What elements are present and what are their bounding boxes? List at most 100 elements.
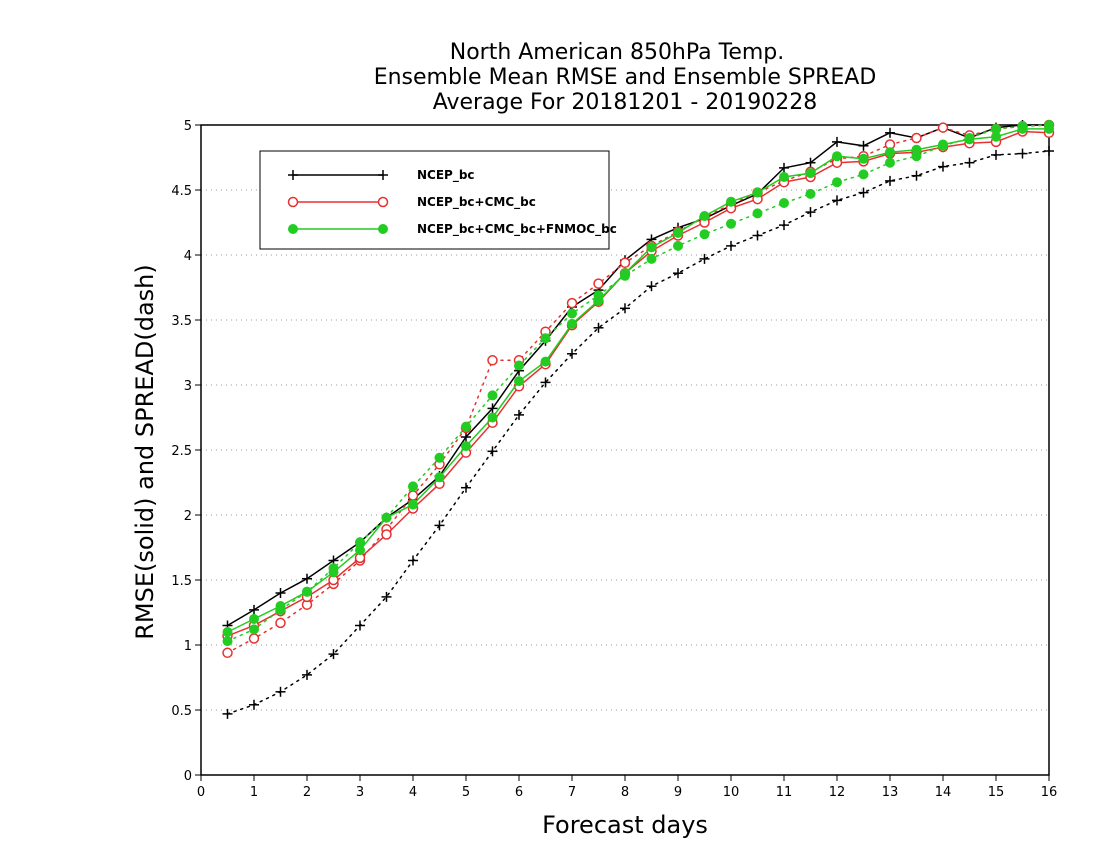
rmse-point — [567, 318, 577, 329]
rmse-point — [646, 242, 657, 253]
legend-label: NCEP_bc — [417, 168, 475, 183]
chart-title-line-1: North American 850hPa Temp. — [450, 40, 785, 65]
x-axis-label: Forecast days — [542, 811, 708, 839]
spread-point — [328, 649, 339, 660]
spread-point — [858, 169, 869, 180]
spread-point — [567, 308, 577, 319]
spread-point — [434, 452, 445, 463]
spread-point — [779, 220, 789, 231]
spread-point — [779, 198, 789, 208]
spread-point — [805, 207, 816, 218]
spread-point — [567, 348, 577, 359]
rmse-point — [858, 153, 869, 164]
rmse-point — [832, 136, 842, 147]
spread-line — [226, 150, 1050, 715]
spread-point — [514, 360, 524, 371]
x-tick-label: 1 — [250, 785, 258, 800]
y-tick-label: 2.5 — [171, 444, 192, 459]
spread-point — [302, 669, 312, 680]
chart-title-line-2: Ensemble Mean RMSE and Ensemble SPREAD — [374, 65, 877, 90]
rmse-point — [249, 614, 259, 624]
spread-point — [832, 177, 842, 188]
rmse-point — [408, 499, 418, 510]
spread-point — [593, 322, 604, 333]
spread-point — [514, 409, 524, 420]
spread-point — [408, 555, 418, 566]
legend-label: NCEP_bc+CMC_bc — [417, 195, 536, 210]
rmse-point — [434, 472, 445, 483]
x-tick-label: 7 — [568, 785, 576, 800]
rmse-point — [805, 168, 816, 179]
spread-point — [461, 421, 471, 432]
spread-point — [249, 699, 259, 710]
legend-marker — [378, 170, 388, 180]
plot-area — [222, 119, 1055, 719]
spread-point — [275, 686, 286, 697]
spread-point — [540, 333, 551, 344]
y-tick-label: 3.5 — [171, 314, 192, 329]
ticks: 00.511.522.533.544.550 1 2 3 4 5 6 7 8 9 10 11 12 13 1… — [171, 119, 1057, 800]
rmse-point — [779, 162, 789, 173]
y-tick-label: 0.5 — [171, 704, 192, 719]
spread-point — [566, 297, 578, 309]
legend-marker — [287, 196, 299, 208]
spread-point — [699, 253, 710, 264]
legend-entry-2: NCEP_bc+CMC_bc+FNMOC_bc — [288, 222, 617, 237]
legend-box — [259, 150, 610, 250]
x-tick-label: 8 — [621, 785, 629, 800]
x-tick-label: 4 — [409, 785, 417, 800]
rmse-point — [964, 134, 975, 145]
y-tick-label: 2 — [184, 509, 192, 524]
legend-entry-0: NCEP_bc — [288, 168, 475, 183]
spread-point — [726, 240, 736, 251]
rmse-point — [1017, 123, 1028, 134]
rmse-point — [487, 412, 498, 423]
x-tick-label: 9 — [674, 785, 682, 800]
spread-point — [248, 633, 260, 644]
rmse-point — [249, 604, 259, 615]
rmse-point — [699, 211, 710, 221]
rmse-point — [885, 147, 895, 158]
rmse-point — [328, 567, 339, 578]
spread-point — [991, 149, 1001, 160]
rmse-point — [885, 127, 895, 138]
rmse-point — [381, 512, 392, 523]
y-tick-label: 4 — [184, 249, 192, 264]
spread-point — [249, 624, 259, 635]
y-tick-label: 3 — [184, 379, 192, 394]
spread-point — [222, 708, 233, 719]
x-tick-label: 5 — [462, 785, 470, 800]
spread-point — [1017, 148, 1028, 159]
spread-point — [407, 490, 419, 501]
spread-point — [937, 122, 949, 133]
spread-point — [699, 229, 710, 240]
spread-point — [964, 157, 975, 168]
y-tick-label: 5 — [184, 119, 192, 134]
spread-point — [593, 278, 604, 289]
y-axis-label: RMSE(solid) and SPREAD(dash) — [131, 264, 159, 640]
spread-point — [858, 187, 869, 198]
x-tick-label: 15 — [988, 785, 1005, 800]
spread-point — [222, 636, 233, 647]
spread-point — [619, 257, 631, 269]
rmse-point — [355, 545, 365, 556]
legend-marker — [377, 196, 389, 208]
spread-point — [726, 218, 736, 229]
spread-point — [752, 208, 763, 219]
x-tick-label: 11 — [776, 785, 793, 800]
x-tick-label: 14 — [935, 785, 952, 800]
legend-label: NCEP_bc+CMC_bc+FNMOC_bc — [417, 222, 617, 237]
y-tick-label: 0 — [184, 769, 192, 784]
x-tick-label: 16 — [1041, 785, 1058, 800]
series-2 — [222, 120, 1054, 647]
rmse-point — [461, 432, 471, 442]
rmse-point — [487, 403, 498, 414]
spread-point — [275, 617, 286, 629]
y-tick-label: 1.5 — [171, 574, 192, 589]
spread-point — [381, 591, 392, 602]
spread-point — [673, 268, 683, 279]
x-tick-label: 3 — [356, 785, 364, 800]
spread-point — [222, 647, 233, 659]
spread-point — [487, 355, 498, 366]
